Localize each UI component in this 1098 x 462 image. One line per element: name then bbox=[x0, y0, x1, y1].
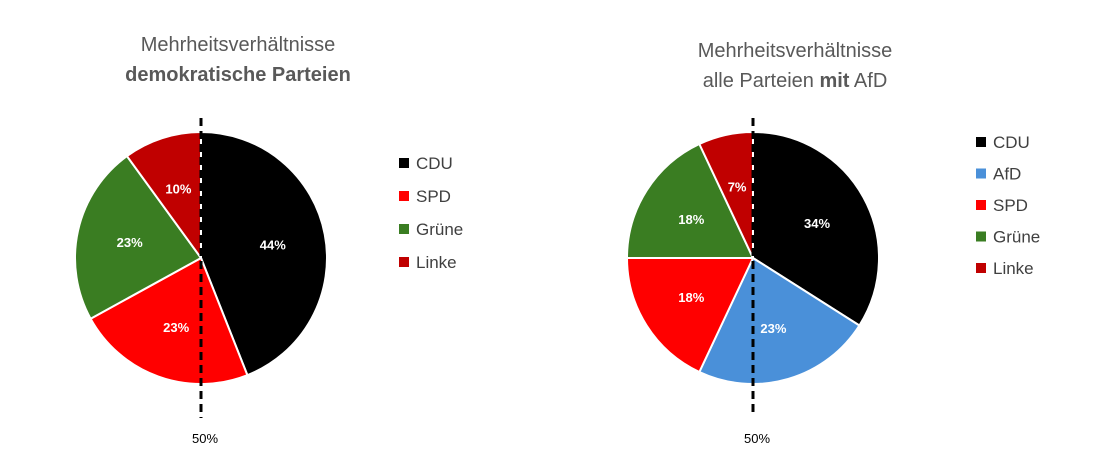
title-segment: Mehrheitsverhältnisse bbox=[141, 34, 336, 56]
legend-label-cdu: CDU bbox=[416, 154, 453, 173]
chart-title-line-1: Mehrheitsverhältnisse bbox=[141, 34, 336, 56]
legend-label-cdu: CDU bbox=[993, 133, 1030, 152]
legend-swatch-spd bbox=[976, 200, 986, 210]
legend-label-afd: AfD bbox=[993, 165, 1021, 184]
slice-label-linke: 10% bbox=[165, 182, 191, 197]
slice-label-cdu: 34% bbox=[804, 216, 830, 231]
pie-slice-cdu bbox=[200, 131, 328, 377]
legend-swatch-linke bbox=[399, 257, 409, 267]
legend-swatch-gruene bbox=[399, 224, 409, 234]
pie-chart-democratic-parties: Mehrheitsverhältnisse demokratische Parte… bbox=[74, 34, 463, 446]
legend-swatch-cdu bbox=[399, 158, 409, 168]
slice-label-linke: 7% bbox=[728, 180, 747, 195]
slice-label-afd: 23% bbox=[760, 321, 786, 336]
legend-label-gruene: Grüne bbox=[416, 220, 463, 239]
legend-label-linke: Linke bbox=[993, 259, 1034, 278]
legend-swatch-spd bbox=[399, 191, 409, 201]
slice-label-spd: 23% bbox=[163, 320, 189, 335]
pie-chart-all-parties-with-afd: Mehrheitsverhältnisse alle Parteien mit A… bbox=[626, 40, 1040, 446]
slice-label-gruene: 18% bbox=[678, 212, 704, 227]
legend-swatch-linke bbox=[976, 263, 986, 273]
legend-label-spd: SPD bbox=[993, 196, 1028, 215]
title-segment: demokratische Parteien bbox=[125, 64, 351, 86]
fifty-percent-label: 50% bbox=[192, 431, 218, 446]
fifty-percent-label: 50% bbox=[744, 431, 770, 446]
title-segment: Mehrheitsverhältnisse bbox=[698, 40, 893, 62]
legend-label-gruene: Grüne bbox=[993, 228, 1040, 247]
pie-slice-spd bbox=[626, 257, 754, 374]
pie-slice-gruene bbox=[74, 155, 202, 320]
legend-swatch-cdu bbox=[976, 137, 986, 147]
legend-swatch-gruene bbox=[976, 231, 986, 242]
legend-label-linke: Linke bbox=[416, 253, 457, 272]
pie-slice-spd bbox=[89, 257, 249, 385]
slice-label-cdu: 44% bbox=[260, 237, 286, 252]
legend-label-spd: SPD bbox=[416, 187, 451, 206]
title-segment: AfD bbox=[849, 70, 887, 92]
chart-title-line-2: demokratische Parteien bbox=[125, 64, 351, 86]
slice-label-gruene: 23% bbox=[117, 235, 143, 250]
title-segment: mit bbox=[819, 70, 849, 92]
slice-label-spd: 18% bbox=[678, 290, 704, 305]
chart-title-line-1: Mehrheitsverhältnisse bbox=[698, 40, 893, 62]
title-segment: alle Parteien bbox=[703, 70, 820, 92]
pie-slice-gruene bbox=[626, 142, 754, 259]
pie-slice-afd bbox=[698, 257, 861, 385]
chart-title-line-2: alle Parteien mit AfD bbox=[703, 70, 888, 92]
pie-slice-linke bbox=[125, 131, 202, 259]
legend-swatch-afd bbox=[976, 168, 986, 179]
